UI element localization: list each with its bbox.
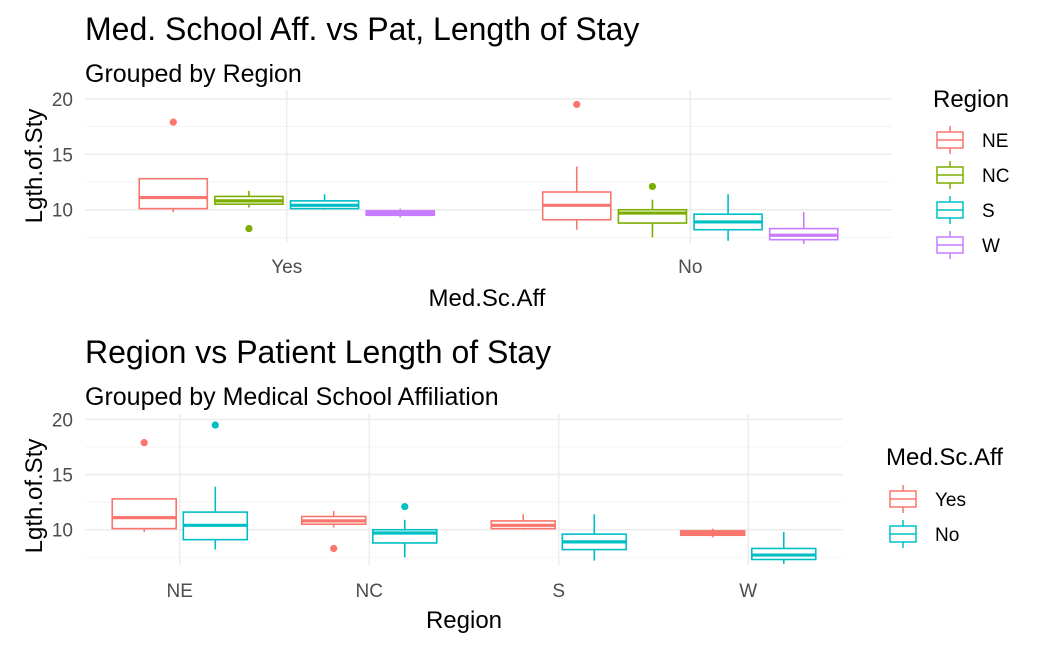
legend-item-Yes: Yes [889, 485, 966, 513]
chart-title: Med. School Aff. vs Pat, Length of Stay [85, 11, 639, 47]
box-No-NC [372, 502, 438, 558]
x-tick-label: NE [167, 581, 193, 602]
chart-subtitle: Grouped by Region [85, 60, 302, 88]
box-body [138, 177, 209, 210]
box-marks [138, 100, 839, 245]
legend-label: W [982, 236, 1000, 257]
chart-subtitle: Grouped by Medical School Affiliation [85, 383, 499, 411]
x-tick-label: No [678, 257, 702, 278]
x-axis-title: Med.Sc.Aff [429, 285, 546, 312]
legend-item-No: No [889, 520, 959, 548]
box-marks [111, 421, 817, 564]
x-tick-label: S [552, 581, 565, 602]
box-S-Yes [289, 194, 360, 210]
legend-item-NC: NC [936, 161, 1009, 189]
outlier-point [330, 544, 338, 553]
legend-label: NC [982, 166, 1009, 187]
legend-item-NE: NE [936, 126, 1008, 154]
box-W-Yes [365, 208, 436, 218]
chart-title: Region vs Patient Length of Stay [85, 334, 551, 370]
x-tick-label: NC [356, 581, 383, 602]
box-Yes-S [490, 514, 556, 530]
legend-item-S: S [936, 196, 995, 224]
chart-med-school-vs-stay: Med. School Aff. vs Pat, Length of Stay … [21, 11, 1009, 312]
x-tick-label: Yes [271, 257, 302, 278]
box-W-No [768, 211, 839, 245]
grid [85, 90, 892, 243]
chart-region-vs-stay: Region vs Patient Length of Stay Grouped… [21, 334, 1003, 634]
y-tick-label: 20 [52, 411, 73, 432]
legend: Region NE NC SW [933, 86, 1009, 259]
outlier-point [169, 118, 177, 126]
grid [85, 414, 843, 565]
legend-label: S [982, 201, 995, 222]
box-Yes-W [679, 528, 746, 538]
outlier-point [211, 421, 219, 429]
x-tick-label: W [739, 581, 757, 602]
outlier-point [648, 182, 657, 191]
box-Yes-NC [300, 510, 367, 553]
legend-label: Yes [935, 490, 966, 511]
legend-item-W: W [936, 231, 1000, 259]
legend-title: Med.Sc.Aff [886, 444, 1003, 471]
y-tick-label: 15 [52, 145, 73, 166]
y-axis-title: Lgth.of.Sty [21, 439, 48, 554]
box-No-NE [182, 421, 249, 550]
legend-title: Region [933, 86, 1009, 113]
y-axis-ticks: 10 15 20 [52, 90, 73, 222]
x-axis-title: Region [426, 607, 502, 634]
outlier-point [401, 502, 409, 511]
box-No-S [561, 514, 628, 561]
outlier-point [245, 224, 253, 233]
box-body [111, 498, 177, 530]
y-axis-ticks: 10 15 20 [52, 411, 73, 542]
x-axis-ticks: NE NC S W [167, 581, 758, 602]
box-NC-No [617, 182, 688, 238]
outlier-point [573, 100, 581, 109]
legend-label: No [935, 525, 959, 546]
box-NE-No [541, 100, 612, 230]
legend-label: NE [982, 131, 1008, 152]
box-NE-Yes [138, 118, 209, 212]
x-axis-ticks: Yes No [271, 257, 702, 278]
outlier-point [140, 439, 148, 447]
y-tick-label: 10 [52, 201, 73, 222]
y-axis-title: Lgth.of.Sty [21, 109, 48, 224]
box-Yes-NE [111, 439, 177, 532]
box-No-W [751, 531, 817, 564]
y-tick-label: 20 [52, 90, 73, 111]
legend: Med.Sc.Aff Yes No [886, 444, 1003, 548]
box-NC-Yes [214, 190, 284, 233]
y-tick-label: 15 [52, 466, 73, 487]
box-S-No [693, 194, 763, 241]
y-tick-label: 10 [52, 521, 73, 542]
